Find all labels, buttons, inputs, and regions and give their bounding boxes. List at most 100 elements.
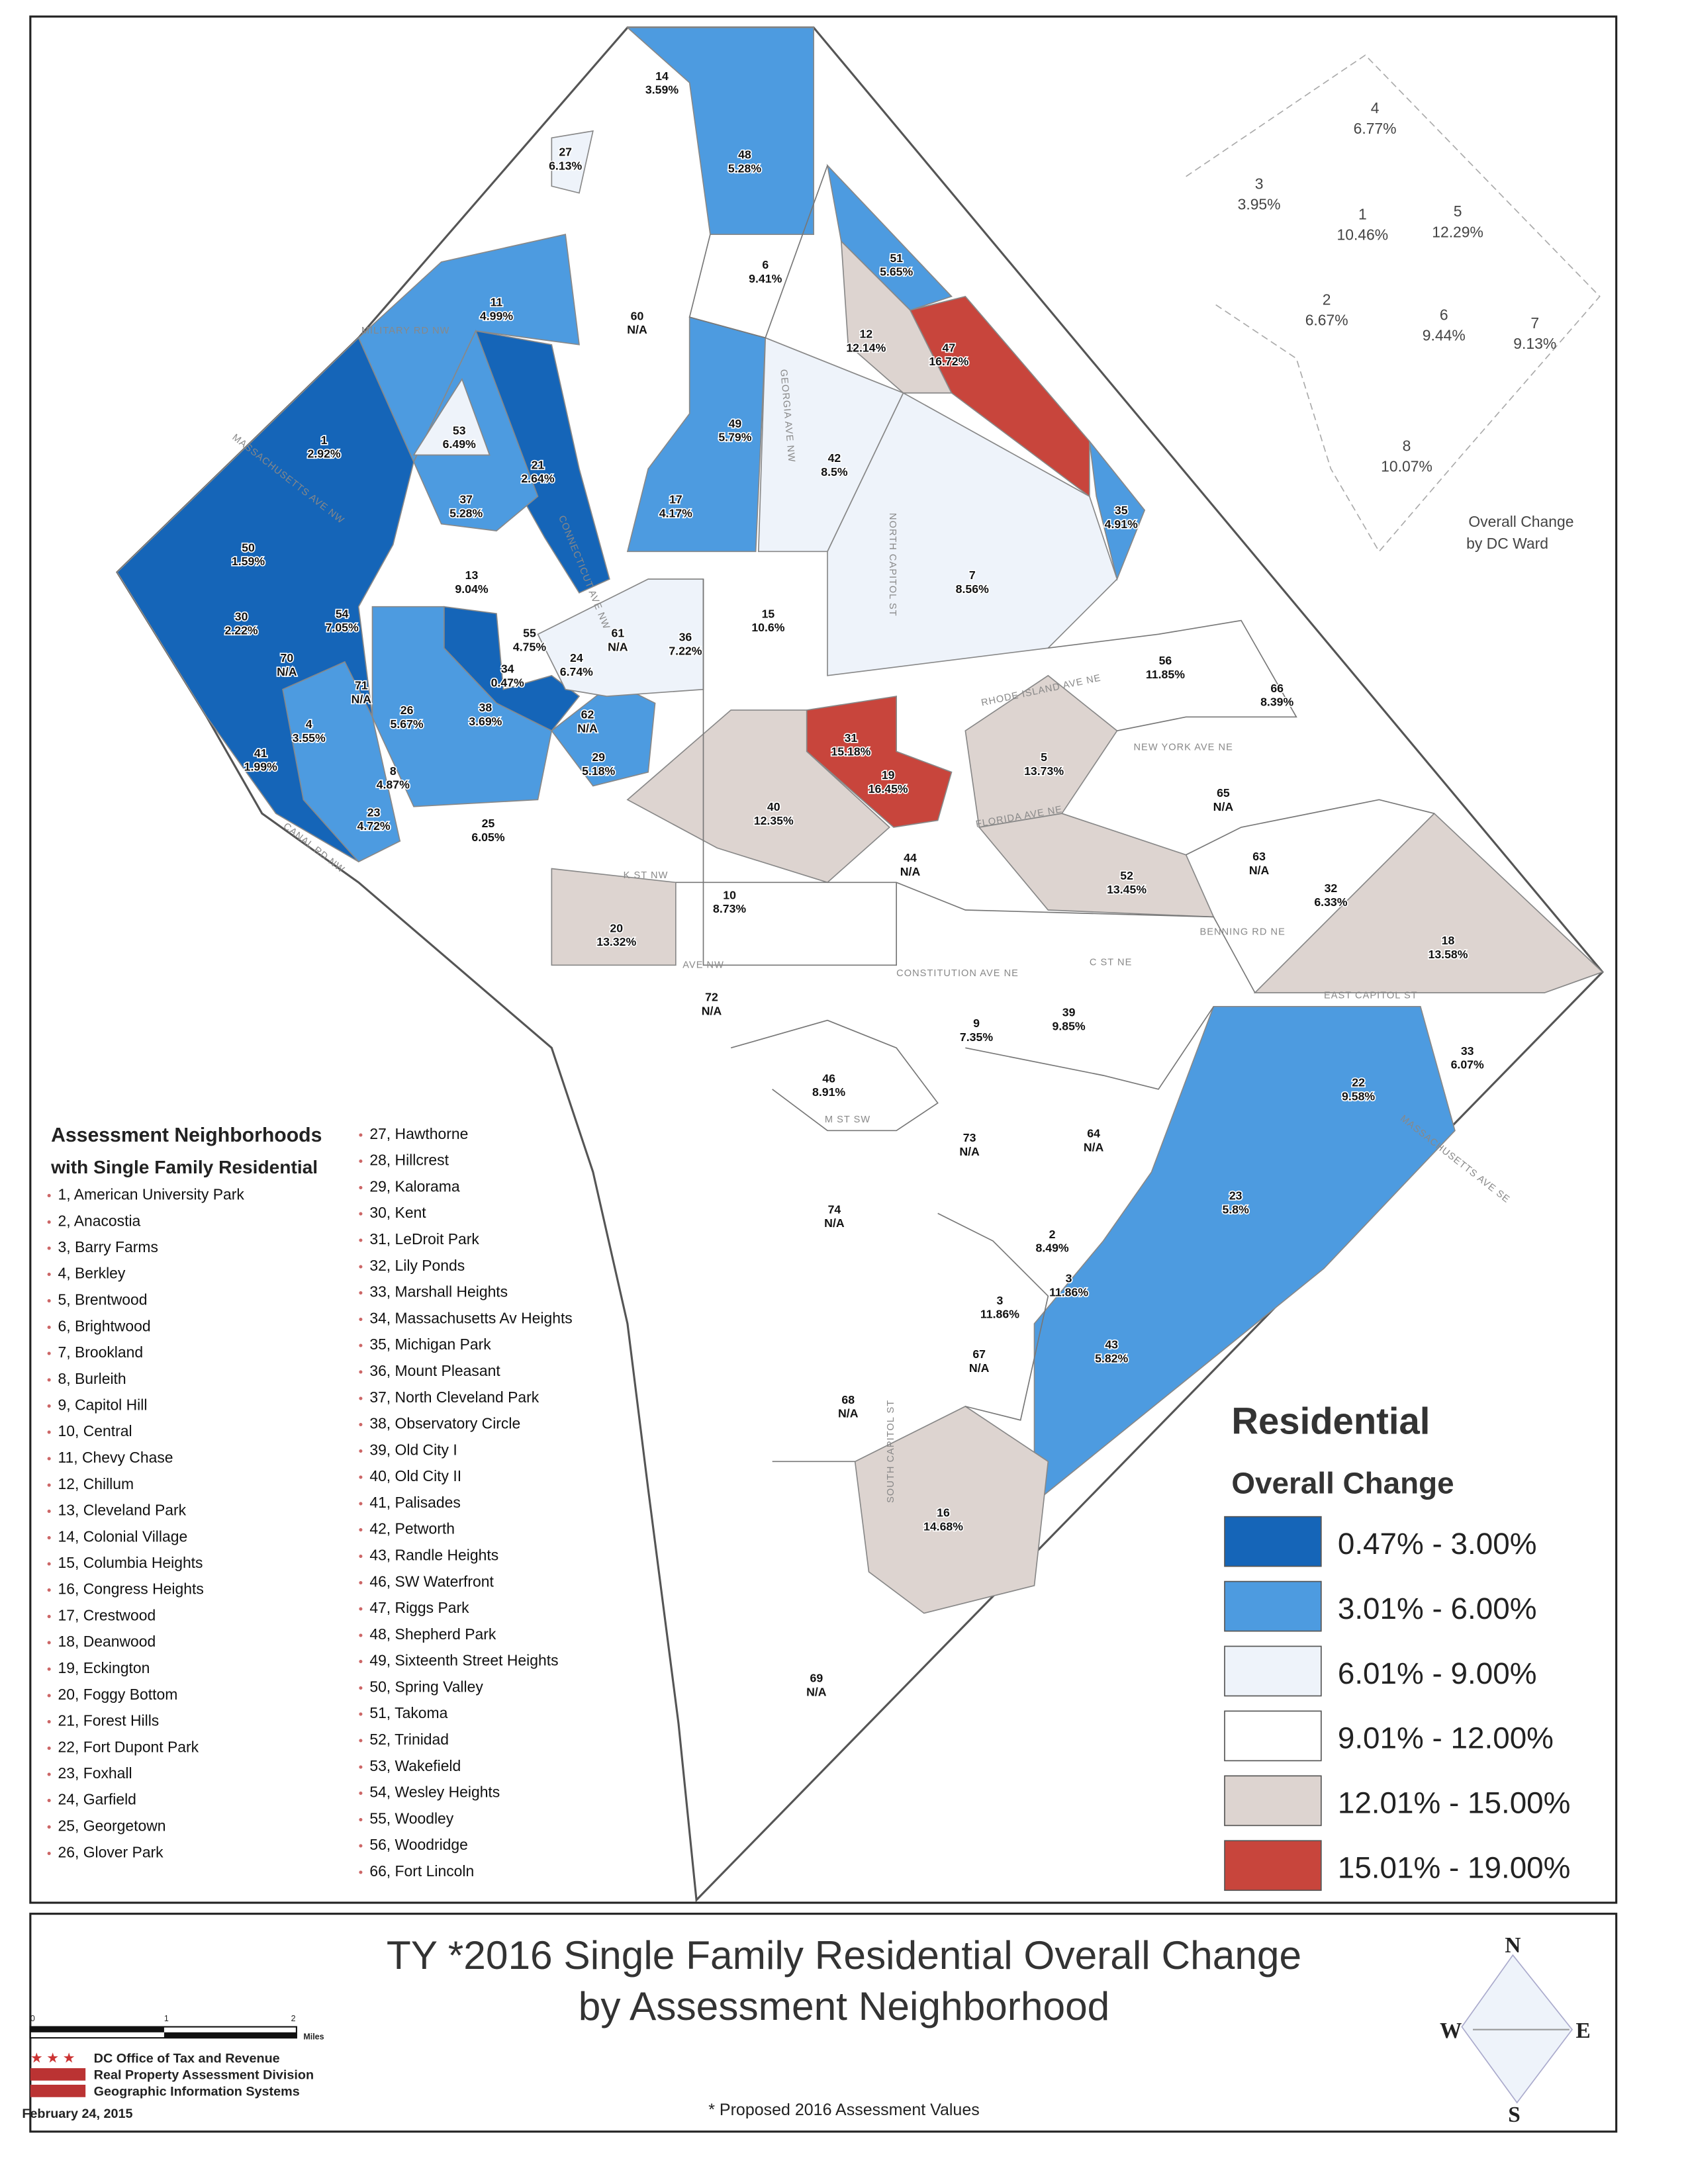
street-label: NEW YORK AVE NE xyxy=(1134,742,1233,752)
neighborhood-id-label: 33 xyxy=(1461,1044,1474,1058)
compass-n: N xyxy=(1505,1933,1521,1958)
agency-line2: Real Property Assessment Division xyxy=(94,2068,314,2083)
neighborhood-value-label: 13.45% xyxy=(1107,883,1147,896)
ward-number: 1 xyxy=(1358,205,1367,222)
neighborhood-id-label: 29 xyxy=(592,751,605,764)
neighborhood-id-label: 18 xyxy=(1442,934,1455,947)
neighborhood-id-label: 5 xyxy=(1041,751,1047,764)
bullet-icon: • xyxy=(359,1443,363,1457)
neighborhood-value-label: 3.69% xyxy=(469,715,502,728)
bullet-icon: • xyxy=(47,1794,52,1807)
neighborhood-value-label: 2.92% xyxy=(308,447,341,461)
neighborhood-value-label: N/A xyxy=(838,1407,859,1420)
bullet-icon: • xyxy=(47,1530,52,1544)
neighborhood-value-label: N/A xyxy=(1213,800,1234,813)
compass-e: E xyxy=(1576,2019,1591,2043)
bullet-icon: • xyxy=(359,1680,363,1694)
neighborhood-list-item: 29, Kalorama xyxy=(369,1177,460,1195)
neighborhood-id-label: 41 xyxy=(254,747,267,760)
neighborhood-value-label: 8.5% xyxy=(821,465,848,478)
neighborhood-value-label: 5.67% xyxy=(391,717,424,731)
neighborhood-id-label: 72 xyxy=(705,991,718,1004)
neighborhood-value-label: 6.05% xyxy=(471,831,504,844)
neighborhood-list-item: 50, Spring Valley xyxy=(369,1678,483,1695)
neighborhood-id-label: 1 xyxy=(321,433,328,447)
bullet-icon: • xyxy=(359,1312,363,1326)
residential-legend: Residential Overall Change 0.47% - 3.00%… xyxy=(1224,1400,1570,1891)
street-label: NORTH CAPITOL ST xyxy=(887,513,898,617)
neighborhood-value-label: N/A xyxy=(806,1686,827,1699)
bullet-icon: • xyxy=(47,1451,52,1465)
neighborhood-list: Assessment Neighborhoods with Single Fam… xyxy=(47,1124,573,1880)
neighborhood-list-item: 24, Garfield xyxy=(58,1791,136,1808)
neighborhood-value-label: 4.99% xyxy=(480,309,513,322)
neighborhood-id-label: 66 xyxy=(1270,682,1284,695)
legend-swatch xyxy=(1224,1775,1322,1827)
ward-number: 2 xyxy=(1323,291,1331,308)
neighborhood-value-label: 1.99% xyxy=(244,760,277,774)
bullet-icon: • xyxy=(47,1214,52,1228)
neighborhood-id-label: 39 xyxy=(1062,1005,1076,1019)
neighborhood-value-label: 12.14% xyxy=(846,341,886,354)
neighborhood-id-label: 17 xyxy=(669,492,682,506)
neighborhood-id-label: 68 xyxy=(841,1393,855,1406)
ward-value: 9.44% xyxy=(1423,327,1466,344)
neighborhood-list-item: 51, Takoma xyxy=(369,1704,447,1721)
bullet-icon: • xyxy=(359,1786,363,1800)
region-31-19 xyxy=(806,696,953,828)
neighborhood-list-item: 36, Mount Pleasant xyxy=(369,1362,500,1379)
neighborhood-id-label: 70 xyxy=(280,651,293,664)
neighborhood-id-label: 12 xyxy=(859,327,872,340)
neighborhood-value-label: 6.07% xyxy=(1451,1058,1484,1071)
legend-class-label: 6.01% - 9.00% xyxy=(1338,1657,1537,1690)
ward-value: 10.46% xyxy=(1336,226,1388,244)
ward-number: 4 xyxy=(1371,99,1380,116)
bullet-icon: • xyxy=(359,1733,363,1747)
neighborhood-list-item: 66, Fort Lincoln xyxy=(369,1862,474,1880)
legend-swatch xyxy=(1224,1516,1322,1567)
neighborhood-list-item: 48, Shepherd Park xyxy=(369,1625,496,1643)
bullet-icon: • xyxy=(359,1391,363,1405)
region-5 xyxy=(964,674,1118,828)
neighborhood-list-item: 17, Crestwood xyxy=(58,1607,156,1624)
neighborhood-id-label: 6 xyxy=(762,258,769,271)
neighborhood-id-label: 47 xyxy=(942,341,955,354)
bullet-icon: • xyxy=(359,1523,363,1537)
legend-swatch xyxy=(1224,1840,1322,1891)
map-date: February 24, 2015 xyxy=(22,2107,132,2121)
neighborhood-list-item: 53, Wakefield xyxy=(369,1757,461,1774)
ward-caption-line2: by DC Ward xyxy=(1466,535,1548,552)
neighborhood-id-label: 26 xyxy=(400,704,414,717)
bullet-icon: • xyxy=(359,1602,363,1615)
neighborhood-value-label: 3.55% xyxy=(293,731,326,745)
neighborhood-id-label: 48 xyxy=(738,148,751,161)
neighborhood-value-label: 8.91% xyxy=(812,1085,845,1099)
region-52 xyxy=(978,813,1215,918)
neighborhood-list-item: 38, Observatory Circle xyxy=(369,1415,520,1432)
neighborhood-list-item: 55, Woodley xyxy=(369,1809,453,1827)
neighborhood-value-label: N/A xyxy=(352,693,372,706)
neighborhood-list-item: 19, Eckington xyxy=(58,1659,150,1676)
neighborhood-list-item: 34, Massachusetts Av Heights xyxy=(369,1309,572,1326)
neighborhood-id-label: 73 xyxy=(963,1131,976,1144)
neighborhood-list-item: 25, Georgetown xyxy=(58,1817,166,1835)
bullet-icon: • xyxy=(47,1320,52,1334)
neighborhood-id-label: 21 xyxy=(532,458,545,471)
neighborhood-list-item: 42, Petworth xyxy=(369,1520,455,1537)
region-47 xyxy=(909,295,1090,498)
bullet-icon: • xyxy=(47,1846,52,1860)
neighborhood-value-label: 4.17% xyxy=(659,506,692,520)
neighborhood-value-label: N/A xyxy=(577,721,598,735)
neighborhood-id-label: 50 xyxy=(242,541,255,554)
street-label: K ST NW xyxy=(624,870,669,881)
bullet-icon: • xyxy=(47,1188,52,1202)
neighborhood-id-label: 67 xyxy=(972,1347,986,1361)
neighborhood-value-label: N/A xyxy=(608,640,628,653)
neighborhood-list-item: 32, Lily Ponds xyxy=(369,1257,465,1274)
region-14-48 xyxy=(626,26,814,236)
neighborhood-id-label: 65 xyxy=(1217,786,1230,799)
bullet-icon: • xyxy=(359,1839,363,1852)
street-label: AVE NW xyxy=(682,960,724,971)
neighborhood-id-label: 43 xyxy=(1105,1338,1118,1351)
